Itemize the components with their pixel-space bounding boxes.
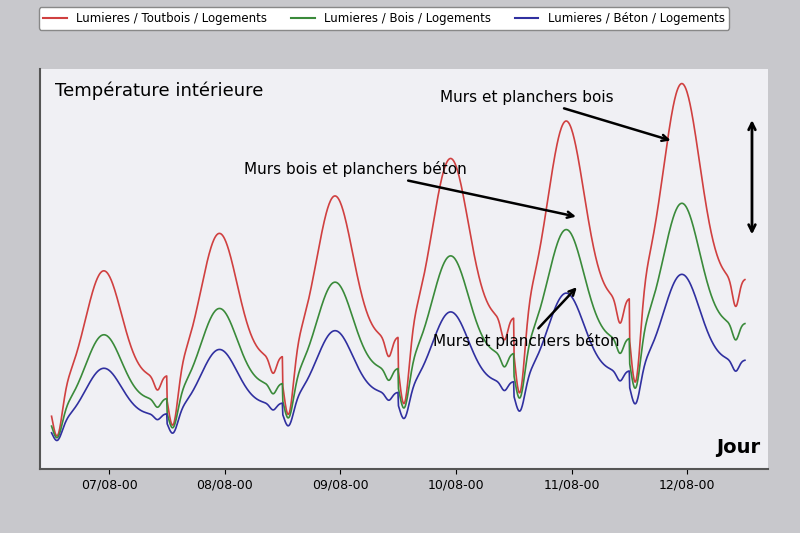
Lumieres / Béton / Logements xyxy=(597,359,606,366)
Lumieres / Béton / Logements xyxy=(279,415,289,421)
Line: Lumieres / Béton / Logements: Lumieres / Béton / Logements xyxy=(51,274,745,440)
Text: Jour: Jour xyxy=(717,438,761,457)
Lumieres / Bois / Logements xyxy=(658,256,668,262)
Lumieres / Toutbois / Logements xyxy=(202,262,211,269)
Lumieres / Toutbois / Logements xyxy=(506,317,516,324)
Lumieres / Toutbois / Logements xyxy=(185,335,194,342)
Lumieres / Bois / Logements xyxy=(740,320,750,327)
Text: Murs bois et planchers béton: Murs bois et planchers béton xyxy=(244,161,574,218)
Text: Murs et planchers bois: Murs et planchers bois xyxy=(440,90,668,141)
Lumieres / Toutbois / Logements xyxy=(597,275,606,281)
Lumieres / Toutbois / Logements xyxy=(740,277,750,283)
Lumieres / Béton / Logements xyxy=(202,361,211,367)
Lumieres / Bois / Logements xyxy=(677,200,686,206)
Lumieres / Toutbois / Logements xyxy=(52,433,62,439)
Lumieres / Bois / Logements xyxy=(202,326,211,332)
Lumieres / Béton / Logements xyxy=(46,430,56,436)
Lumieres / Bois / Logements xyxy=(185,372,194,378)
Lumieres / Béton / Logements xyxy=(506,379,516,386)
Line: Lumieres / Toutbois / Logements: Lumieres / Toutbois / Logements xyxy=(51,84,745,436)
Lumieres / Bois / Logements xyxy=(506,352,516,358)
Text: Température intérieure: Température intérieure xyxy=(54,82,263,100)
Lumieres / Béton / Logements xyxy=(677,271,686,278)
Line: Lumieres / Bois / Logements: Lumieres / Bois / Logements xyxy=(51,203,745,438)
Lumieres / Toutbois / Logements xyxy=(658,169,668,176)
Lumieres / Béton / Logements xyxy=(740,357,750,364)
Lumieres / Bois / Logements xyxy=(52,434,62,441)
Lumieres / Bois / Logements xyxy=(46,423,56,429)
Lumieres / Béton / Logements xyxy=(185,393,194,400)
Lumieres / Toutbois / Logements xyxy=(279,390,289,397)
Lumieres / Bois / Logements xyxy=(279,402,289,409)
Lumieres / Toutbois / Logements xyxy=(677,80,686,87)
Lumieres / Bois / Logements xyxy=(597,323,606,329)
Lumieres / Toutbois / Logements xyxy=(46,413,56,419)
Legend: Lumieres / Toutbois / Logements, Lumieres / Bois / Logements, Lumieres / Béton /: Lumieres / Toutbois / Logements, Lumiere… xyxy=(38,7,730,30)
Lumieres / Béton / Logements xyxy=(52,437,62,443)
Text: Murs et planchers béton: Murs et planchers béton xyxy=(433,289,620,349)
Lumieres / Béton / Logements xyxy=(658,311,668,318)
